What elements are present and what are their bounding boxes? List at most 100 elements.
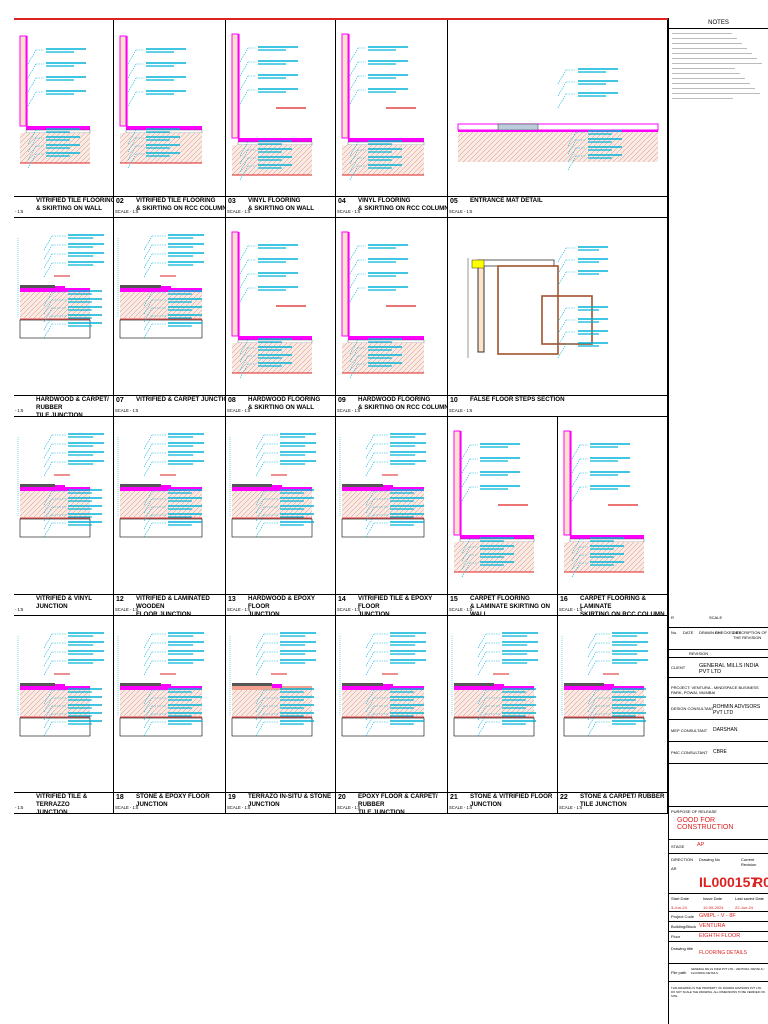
leader-line [43,660,53,676]
section-drawing [117,632,204,737]
leader-line [27,129,37,145]
hatch-fill [19,689,91,717]
leader-line [143,642,153,658]
floor-finish [348,336,424,340]
section-drawing [117,433,204,538]
adjacent-finish [454,683,494,686]
leader-line [557,343,567,359]
detail-cell: 09 HARDWOOD FLOORING & SKIRTING ON RCC CO… [336,218,449,417]
tb-project-row: PROJECT: VENTURA - MINDSPACE BUSINESS PA… [669,678,768,698]
tb-filepath-row: File path GENERAL MILLS INDIA PVT LTD - … [669,964,768,982]
detail-title: VITRIFIED & VINYL JUNCTION [36,595,92,610]
leader-line [587,713,597,729]
tb-mep-value: DARSHAN [713,727,738,733]
leader-line [143,689,153,705]
detail-scale: SCALE - 1:5 [227,805,251,810]
tb-pmc-value: CBRE [713,749,727,755]
detail-number: 05 [450,198,458,205]
detail-cell: 10 FALSE FLOOR STEPS SECTION SCALE - 1:5 [448,218,668,417]
tb-discipline-label: DIRECTION [671,857,693,862]
leader-line [239,47,249,63]
section-drawing [17,433,104,538]
leader-line [365,434,375,450]
leader-line [349,363,359,379]
detail-number: 03 [228,198,236,205]
leader-line [349,355,359,371]
tb-revision-text: REVISION [689,651,709,656]
tb-building-label: Building/Block [671,924,697,929]
leader-line [255,642,265,658]
tb-desc-col: DESCRIPTION OF THE REVISION [733,630,768,640]
hatch-fill [563,689,645,717]
detail-title: VITRIFIED TILE & EPOXY FLOOR JUNCTION [358,595,433,618]
detail-cell: VITRIFIED & VINYL JUNCTION - 1:5 [14,417,114,616]
leader-line [43,651,53,667]
section-drawing [229,433,316,538]
adjacent-finish [342,683,383,686]
detail-title: VITRIFIED & LAMINATED WOODEN FLOOR JUNCT… [136,595,210,618]
wall-section [341,33,349,139]
note-line [672,88,755,89]
leader-line [127,145,137,161]
section-drawing [17,234,104,339]
tb-footer-notes: THIS DRAWING IS THE PROPERTY OF ROHMIN A… [669,982,768,1024]
tb-projectcode-label: Project Code [671,914,695,919]
tb-design-value: ROHMIN ADVISORS PVT LTD [713,704,761,716]
leader-line [43,461,53,477]
leader-line [557,247,567,263]
detail-title: STONE & VITRIFIED FLOOR JUNCTION [470,793,553,808]
section-drawing [453,430,535,578]
leader-line [239,273,249,289]
wall-section [119,35,127,127]
leader-line [477,689,487,705]
leader-line [571,538,581,554]
leader-line [143,651,153,667]
tb-revision-line: REVISION [669,650,768,658]
leader-line [587,651,597,667]
leader-line [143,452,153,468]
detail-cell: 08 HARDWOOD FLOORING & SKIRTING ON WALL SC… [226,218,336,417]
detail-title: FALSE FLOOR STEPS SECTION [470,396,565,403]
leader-line [43,434,53,450]
slab [341,518,425,538]
leader-line [143,262,153,278]
detail-scale: SCALE - 1:5 [449,607,473,612]
detail-title: HARDWOOD & EPOXY FLOOR JUNCTION [248,595,315,618]
detail-number: 04 [338,198,346,205]
detail-caption: 15 CARPET FLOORING & LAMINATE SKIRTING ON… [448,594,557,618]
leader-line [571,486,581,502]
tb-rev-value: R0 [753,874,768,890]
detail-scale: SCALE - 1:5 [115,209,139,214]
leader-line [43,291,53,307]
junction-strip [383,485,393,489]
tb-date-col: DATE [683,630,694,635]
leader-line [255,490,265,506]
slab [341,717,425,737]
tb-stage-row: STAGE AP [669,840,768,854]
section-drawing [339,632,426,737]
leader-line [127,137,137,153]
step-support [477,265,485,353]
detail-title: HARDWOOD FLOORING & SKIRTING ON WALL [248,396,321,411]
leader-line [349,339,359,355]
leader-line [143,506,153,522]
tb-title-row: Drawing title FLOORING DETAILS [669,942,768,964]
adjacent-finish [564,683,604,686]
note-line [672,98,733,99]
leader-line [365,660,375,676]
section-drawing [19,35,91,169]
detail-cell: 13 HARDWOOD & EPOXY FLOOR JUNCTION SCALE -… [226,417,336,618]
tb-filepath-label: File path [671,970,687,975]
tb-start-label: Start Date [671,896,690,901]
wall-section [19,35,27,127]
detail-caption: VITRIFIED & VINYL JUNCTION - 1:5 [14,594,113,616]
detail-caption: HARDWOOD & CARPET/ RUBBER TILE JUNCTION -… [14,395,113,419]
leader-line [557,271,567,287]
detail-caption: 09 HARDWOOD FLOORING & SKIRTING ON RCC CO… [336,395,449,417]
detail-cell: 03 VINYL FLOORING & SKIRTING ON WALL SCALE… [226,20,336,218]
junction-strip [272,684,282,688]
wall-section [341,231,349,337]
detail-scale: SCALE - 1:5 [559,805,583,810]
note-line [672,48,747,49]
detail-scale: SCALE - 1:5 [449,209,473,214]
